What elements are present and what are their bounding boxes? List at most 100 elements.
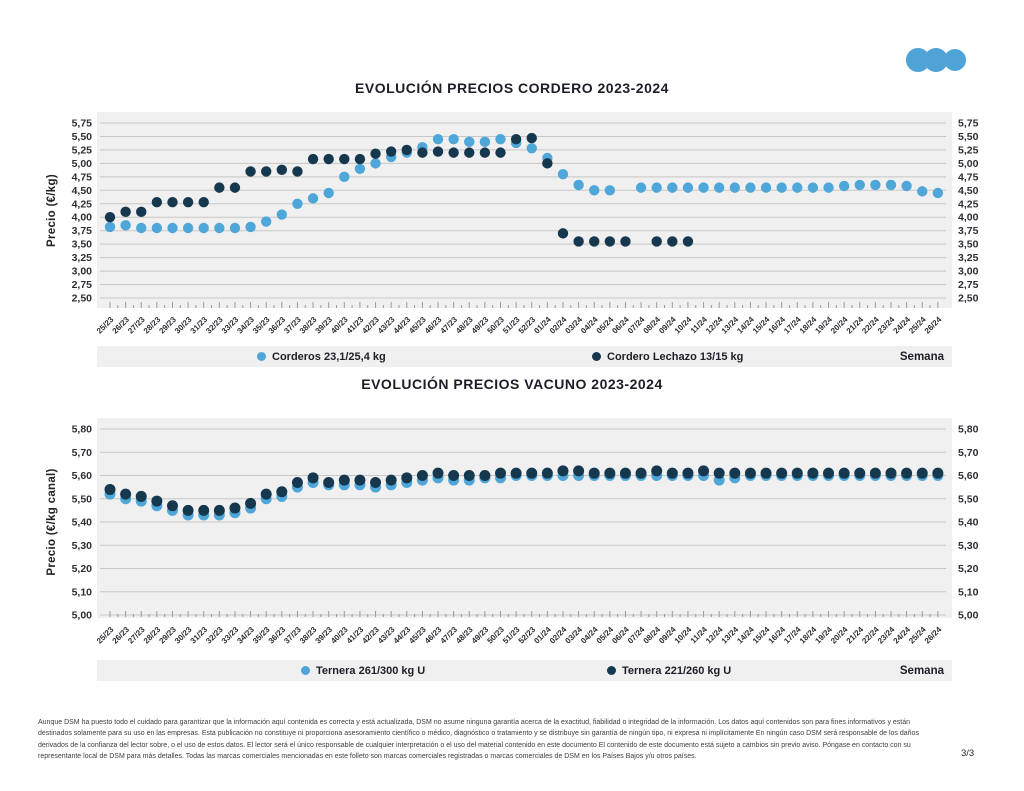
- data-point: [901, 467, 913, 479]
- y-tick-label-right: 5,40: [958, 517, 979, 529]
- data-point: [104, 221, 116, 233]
- data-point: [667, 182, 678, 193]
- y-tick-label-left: 5,80: [72, 424, 93, 436]
- y-tick-label-right: 5,80: [958, 424, 979, 436]
- data-point: [667, 236, 678, 247]
- data-point: [932, 187, 944, 199]
- data-point: [401, 472, 413, 484]
- legend-label: Ternera 261/300 kg U: [316, 664, 426, 677]
- data-point: [182, 196, 194, 208]
- disclaimer-text: Aunque DSM ha puesto todo el cuidado par…: [38, 719, 919, 760]
- data-point: [432, 133, 444, 145]
- y-tick-label-right: 5,70: [958, 447, 979, 459]
- data-point: [370, 476, 382, 488]
- data-point: [901, 180, 912, 192]
- vacuno-chart-title: EVOLUCIÓN PRECIOS VACUNO 2023-2024: [361, 376, 663, 392]
- data-point: [573, 236, 584, 247]
- data-point: [339, 171, 350, 183]
- y-tick-label-left: 5,75: [72, 118, 93, 130]
- y-tick-label-left: 3,50: [72, 239, 93, 251]
- legend-label: Cordero Lechazo 13/15 kg: [607, 350, 744, 363]
- x-tick-label: 10/24: [673, 315, 694, 336]
- data-point: [916, 467, 928, 479]
- data-point: [635, 182, 647, 193]
- data-point: [588, 467, 600, 479]
- y-tick-label-left: 5,00: [72, 610, 93, 622]
- dsm-logo: [906, 48, 966, 72]
- data-point: [479, 470, 491, 481]
- data-point: [838, 180, 850, 192]
- y-tick-label-right: 5,00: [958, 158, 979, 170]
- data-point: [291, 476, 303, 488]
- y-tick-label-left: 3,75: [72, 225, 93, 237]
- data-point: [292, 166, 303, 177]
- data-point: [713, 182, 725, 193]
- data-point: [167, 196, 178, 208]
- data-point: [557, 168, 569, 180]
- data-point: [229, 502, 241, 514]
- x-tick-label: 26/24: [923, 315, 944, 336]
- legend-item-corderos: Corderos 23,1/25,4 kg: [257, 346, 386, 367]
- y-tick-label-right: 2,50: [958, 293, 979, 305]
- y-tick-label-left: 5,20: [72, 563, 93, 575]
- light-series-dot-icon: [257, 352, 266, 361]
- data-point: [651, 182, 662, 193]
- data-point: [182, 222, 194, 234]
- data-point: [526, 467, 538, 479]
- data-point: [589, 236, 600, 247]
- data-point: [885, 467, 897, 479]
- data-point: [744, 467, 756, 479]
- y-tick-label-left: 5,40: [72, 517, 93, 529]
- data-point: [682, 182, 694, 193]
- y-tick-label-right: 4,75: [958, 171, 979, 183]
- y-tick-label-right: 5,50: [958, 131, 979, 143]
- data-point: [854, 467, 866, 479]
- data-point: [885, 179, 897, 191]
- data-point: [635, 467, 647, 479]
- data-point: [448, 133, 459, 145]
- y-tick-label-right: 5,30: [958, 540, 979, 552]
- data-point: [526, 143, 537, 154]
- data-point: [589, 185, 600, 196]
- data-point: [682, 467, 694, 479]
- data-point: [120, 488, 132, 500]
- data-point: [417, 147, 428, 158]
- data-point: [323, 153, 334, 165]
- data-point: [136, 222, 147, 234]
- dark-series-dot-icon: [592, 352, 601, 361]
- data-point: [416, 470, 428, 481]
- data-point: [604, 185, 616, 196]
- cordero-legend: Corderos 23,1/25,4 kg Cordero Lechazo 13…: [97, 346, 952, 367]
- y-tick-label-left: 5,70: [72, 447, 93, 459]
- logo-dot-icon: [944, 49, 966, 71]
- data-point: [385, 474, 397, 486]
- data-point: [698, 182, 709, 193]
- data-point: [261, 166, 272, 177]
- data-point: [869, 467, 881, 479]
- data-point: [807, 467, 819, 479]
- y-tick-label-right: 4,50: [958, 185, 979, 197]
- data-point: [432, 146, 444, 157]
- data-point: [245, 497, 257, 509]
- y-tick-label-left: 4,00: [72, 212, 93, 224]
- y-tick-label-right: 3,00: [958, 266, 979, 278]
- data-point: [651, 465, 663, 477]
- data-point: [214, 182, 225, 193]
- legend-item-lechazo: Cordero Lechazo 13/15 kg: [592, 346, 743, 367]
- data-point: [198, 222, 209, 234]
- plot-background: [97, 418, 952, 618]
- data-point: [370, 148, 381, 159]
- data-point: [307, 153, 319, 165]
- series-dark: [104, 132, 694, 247]
- data-point: [620, 236, 631, 247]
- data-point: [854, 179, 865, 191]
- data-point: [167, 222, 178, 234]
- y-tick-label-left: 3,25: [72, 252, 93, 264]
- data-point: [214, 222, 225, 234]
- y-tick-label-left: 4,75: [72, 171, 93, 183]
- data-point: [729, 182, 740, 193]
- data-point: [448, 147, 459, 158]
- y-tick-label-left: 5,00: [72, 158, 93, 170]
- data-point: [151, 222, 163, 234]
